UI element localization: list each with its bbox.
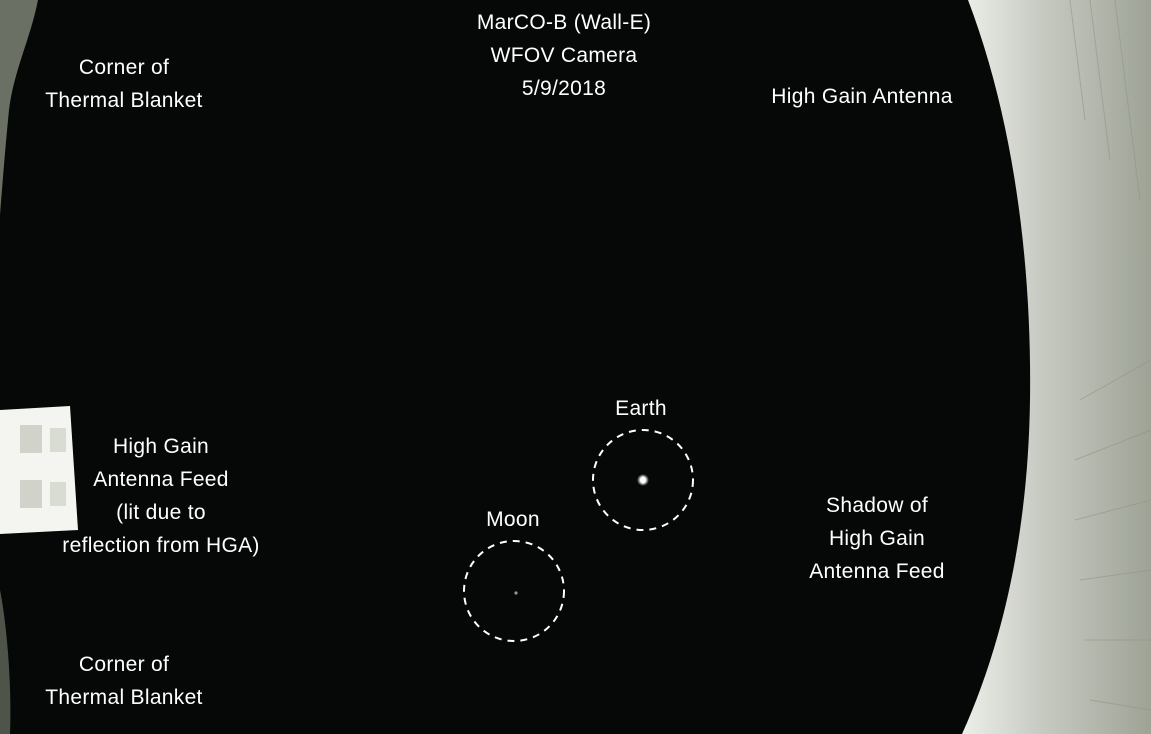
label-earth: Earth [591,392,691,425]
label-line: (lit due to [116,501,206,524]
hga-feed-detail [50,428,66,452]
label-line: reflection from HGA) [62,534,260,557]
title-line-3: 5/9/2018 [521,77,607,100]
hga-feed-detail [20,425,42,453]
moon-dot [514,591,518,595]
label-high-gain-antenna: High Gain Antenna [742,80,982,113]
label-line: Moon [486,508,540,531]
title-line-1: MarCO-B (Wall-E) [476,11,652,34]
label-line: Thermal Blanket [45,89,203,112]
label-line: Thermal Blanket [45,686,203,709]
earth-core [640,476,646,484]
label-line: Shadow of [826,494,928,517]
label-hga-feed: High Gain Antenna Feed (lit due to refle… [30,430,292,562]
label-line: High Gain Antenna [771,85,953,108]
hga-feed-detail [20,480,42,508]
label-line: Corner of [78,653,170,676]
label-line: High Gain [112,435,210,458]
thermal-blanket-bottom-overlay [0,590,11,734]
right-panel-texture [1069,0,1151,711]
label-moon: Moon [463,503,563,536]
dark-sky-region [0,0,1031,734]
label-shadow-hga-feed: Shadow of High Gain Antenna Feed [770,489,984,588]
title-line-2: WFOV Camera [490,44,638,67]
label-thermal-blanket-top: Corner of Thermal Blanket [14,51,234,117]
label-line: Earth [615,397,667,420]
thermal-blanket-top-overlay [0,0,38,215]
label-line: Corner of [78,56,170,79]
label-line: Antenna Feed [809,560,945,583]
earth-marker-circle [592,429,694,531]
label-thermal-blanket-bottom: Corner of Thermal Blanket [14,648,234,714]
label-line: Antenna Feed [93,468,229,491]
hga-feed-detail [50,482,66,506]
label-line: High Gain [828,527,926,550]
image-title: MarCO-B (Wall-E) WFOV Camera 5/9/2018 [432,6,696,105]
moon-marker-circle [463,540,565,642]
